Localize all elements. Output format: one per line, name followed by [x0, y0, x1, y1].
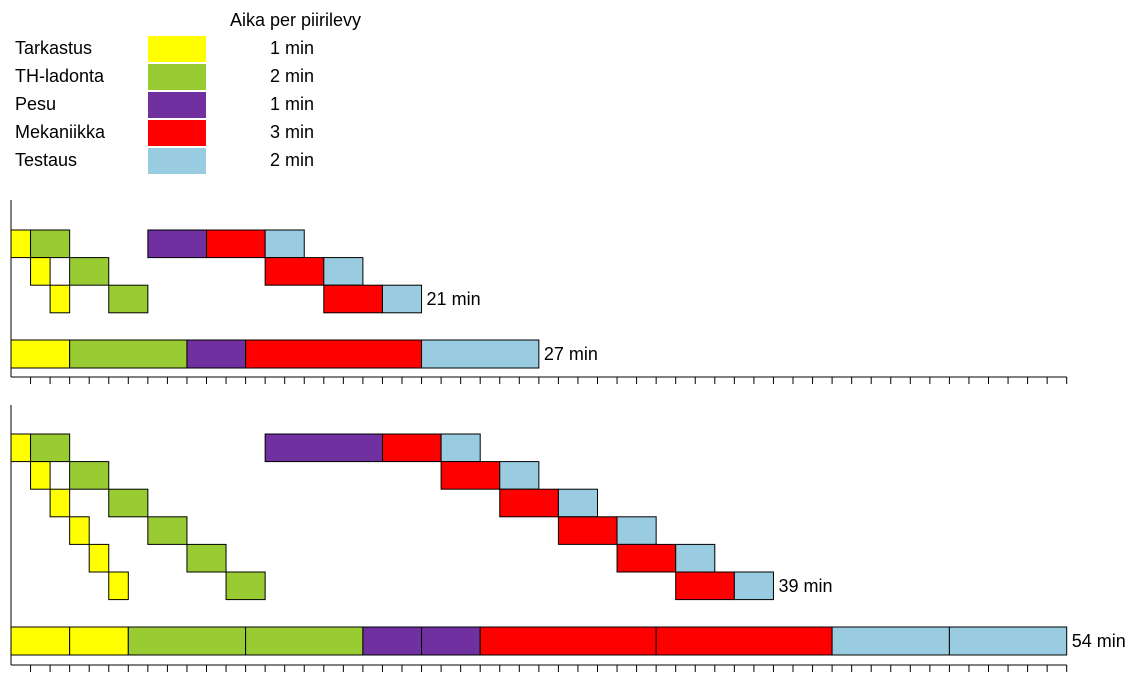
task-bar — [225, 571, 266, 601]
sequential-segment — [421, 339, 540, 369]
task-bar — [440, 461, 501, 490]
legend-label: Testaus — [15, 150, 78, 170]
legend-time: 3 min — [270, 122, 315, 142]
task-bar — [499, 488, 559, 518]
task-bar — [381, 433, 442, 463]
task-bar — [733, 571, 774, 601]
task-bar — [10, 433, 32, 463]
sequential-segment — [948, 626, 1068, 656]
sequential-segment — [69, 339, 188, 369]
legend-swatch — [148, 148, 206, 174]
task-bar — [108, 488, 149, 518]
task-bar — [675, 543, 716, 573]
task-bar — [264, 257, 325, 286]
sequential-total-label: 27 min — [544, 344, 598, 364]
task-bar — [206, 229, 266, 259]
sequential-segment — [186, 339, 247, 369]
task-bar — [616, 516, 657, 545]
legend-item-mekaniikka: Mekaniikka 3 min — [15, 120, 355, 148]
task-bar — [30, 433, 71, 463]
task-bar — [323, 257, 364, 286]
sequential-segment — [245, 626, 364, 656]
task-bar — [108, 284, 149, 314]
task-bar — [557, 516, 618, 545]
task-bar — [440, 433, 481, 463]
task-bar — [147, 516, 188, 545]
task-bar — [186, 543, 227, 573]
sequential-segment — [245, 339, 423, 369]
task-bar — [49, 488, 71, 518]
sequential-segment — [69, 626, 129, 656]
task-bar — [616, 543, 677, 573]
task-bar — [69, 257, 110, 286]
legend-label: Pesu — [15, 94, 57, 114]
sequential-segment — [479, 626, 657, 656]
legend-swatch — [148, 64, 206, 90]
task-bar — [557, 488, 599, 518]
legend-label: Mekaniikka — [15, 122, 106, 142]
legend-swatch — [148, 92, 206, 118]
pipeline-total-label: 39 min — [778, 576, 832, 596]
sequential-segment — [655, 626, 833, 656]
legend-title: Aika per piirilevy — [230, 10, 362, 30]
sequential-total-label: 54 min — [1072, 631, 1126, 651]
legend-item-testaus: Testaus 2 min — [15, 148, 355, 176]
legend-time: 1 min — [270, 94, 315, 114]
task-bar — [30, 461, 51, 490]
legend-swatch — [148, 120, 206, 146]
pipeline-total-label: 21 min — [427, 289, 481, 309]
legend-item-tarkastus: Tarkastus 1 min — [15, 36, 355, 64]
pesu-batch-bar — [264, 433, 383, 463]
task-bar — [69, 516, 90, 545]
task-bar — [69, 461, 110, 490]
task-bar — [30, 257, 51, 286]
legend-time: 2 min — [270, 66, 315, 86]
sequential-segment — [10, 339, 71, 369]
task-bar — [323, 284, 383, 314]
task-bar — [10, 229, 32, 259]
legend-swatch — [148, 36, 206, 62]
legend-time: 1 min — [270, 38, 315, 58]
task-bar — [381, 284, 423, 314]
legend-item-th-ladonta: TH-ladonta 2 min — [15, 64, 355, 92]
sequential-segment — [421, 626, 481, 656]
legend-time: 2 min — [270, 150, 315, 170]
sequential-segment — [831, 626, 950, 656]
legend-item-pesu: Pesu 1 min — [15, 92, 355, 120]
sequential-segment — [362, 626, 423, 656]
task-bar — [88, 543, 110, 573]
legend-label: Tarkastus — [15, 38, 93, 58]
sequential-segment — [10, 626, 71, 656]
task-bar — [49, 284, 71, 314]
sequential-segment — [127, 626, 247, 656]
pesu-batch-bar — [147, 229, 208, 259]
legend-label: TH-ladonta — [15, 66, 105, 86]
task-bar — [499, 461, 540, 490]
task-bar — [675, 571, 735, 601]
task-bar — [264, 229, 305, 259]
task-bar — [108, 571, 129, 601]
task-bar — [30, 229, 71, 259]
